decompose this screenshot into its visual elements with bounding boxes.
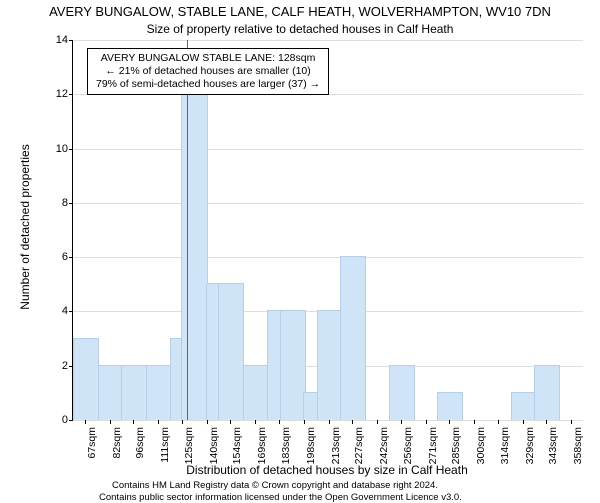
y-tick-label: 0 [42,414,68,426]
histogram-bar [389,365,415,420]
x-tick-mark [498,420,499,424]
legend-line-1: AVERY BUNGALOW STABLE LANE: 128sqm [96,52,320,65]
marker-line [187,40,188,420]
histogram-bar [121,365,147,420]
y-tick-mark [69,311,73,312]
x-tick-label: 154sqm [231,427,243,467]
y-tick-label: 14 [42,34,68,46]
histogram-bar [437,392,463,420]
x-tick-mark [158,420,159,424]
x-tick-label: 198sqm [305,427,317,467]
y-tick-mark [69,420,73,421]
y-tick-label: 10 [42,143,68,155]
y-tick-label: 8 [42,197,68,209]
x-tick-mark [85,420,86,424]
x-tick-label: 213sqm [330,427,342,467]
x-tick-mark [352,420,353,424]
y-tick-label: 12 [42,88,68,100]
histogram-bar [243,365,269,420]
x-tick-label: 227sqm [353,427,365,467]
histogram-bar [146,365,172,420]
histogram-bar [317,310,343,420]
x-tick-label: 271sqm [427,427,439,467]
x-tick-label: 169sqm [256,427,268,467]
x-tick-label: 285sqm [450,427,462,467]
y-tick-mark [69,203,73,204]
legend-line-3: 79% of semi-detached houses are larger (… [96,78,320,91]
footer-copyright-2: Contains public sector information licen… [99,492,462,503]
x-tick-mark [279,420,280,424]
gridline [73,149,583,150]
x-tick-mark [133,420,134,424]
x-tick-label: 358sqm [572,427,584,467]
x-tick-label: 67sqm [86,427,98,467]
x-tick-mark [207,420,208,424]
histogram-bar [340,256,366,420]
y-tick-label: 4 [42,305,68,317]
histogram-bar [98,365,124,420]
x-tick-label: 111sqm [159,427,171,467]
y-tick-label: 6 [42,251,68,263]
histogram-bar [534,365,560,420]
x-tick-mark [571,420,572,424]
histogram-bar [73,338,99,420]
x-tick-label: 314sqm [499,427,511,467]
histogram-bar [181,93,207,420]
footer-copyright-1: Contains HM Land Registry data © Crown c… [112,480,438,491]
x-tick-label: 82sqm [111,427,123,467]
x-tick-mark [546,420,547,424]
x-tick-label: 140sqm [208,427,220,467]
x-tick-label: 183sqm [280,427,292,467]
y-tick-mark [69,40,73,41]
x-tick-mark [110,420,111,424]
gridline [73,40,583,41]
y-tick-mark [69,149,73,150]
y-axis-label: Number of detached properties [18,127,32,327]
x-tick-mark [426,420,427,424]
x-tick-mark [401,420,402,424]
x-tick-mark [182,420,183,424]
y-tick-label: 2 [42,360,68,372]
x-tick-mark [377,420,378,424]
plot-area [72,40,583,421]
x-tick-mark [449,420,450,424]
x-tick-mark [304,420,305,424]
gridline [73,203,583,204]
y-tick-mark [69,257,73,258]
x-tick-label: 256sqm [402,427,414,467]
legend-line-2: ← 21% of detached houses are smaller (10… [96,65,320,78]
x-tick-label: 125sqm [183,427,195,467]
x-tick-mark [255,420,256,424]
x-tick-label: 242sqm [378,427,390,467]
histogram-bar [218,283,244,420]
x-tick-label: 343sqm [547,427,559,467]
chart-subtitle: Size of property relative to detached ho… [0,22,600,36]
x-tick-mark [474,420,475,424]
x-tick-mark [329,420,330,424]
gridline [73,257,583,258]
x-tick-label: 300sqm [475,427,487,467]
histogram-bar [280,310,306,420]
chart-title: AVERY BUNGALOW, STABLE LANE, CALF HEATH,… [0,4,600,19]
legend-box: AVERY BUNGALOW STABLE LANE: 128sqm ← 21%… [87,48,329,95]
x-tick-mark [230,420,231,424]
x-tick-mark [523,420,524,424]
y-tick-mark [69,94,73,95]
histogram-bar [511,392,537,420]
x-tick-label: 329sqm [524,427,536,467]
x-tick-label: 96sqm [134,427,146,467]
